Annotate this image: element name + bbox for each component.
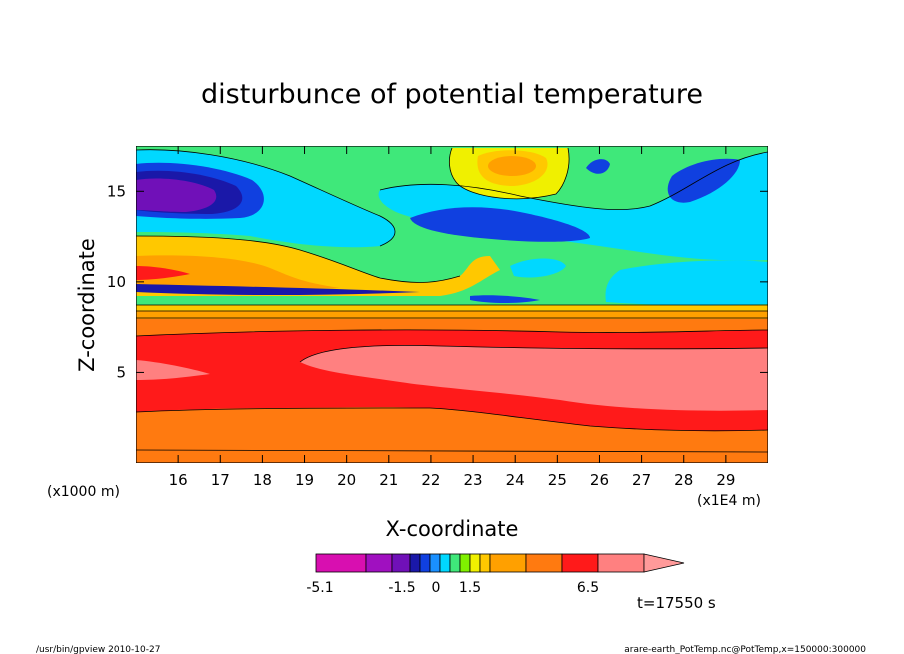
field-orange-band-left [136,255,340,292]
field-cool-mid-right [510,258,566,278]
colorbar-swatch [429,553,441,573]
field-blue-upper-mid [410,207,590,242]
y-unit-label: (x1000 m) [47,484,120,500]
colorbar-swatch [419,553,431,573]
colorbar-swatch [597,553,645,573]
x-tick-label: 28 [674,471,693,489]
field-red-band-left [136,266,190,280]
colorbar-swatch [525,553,563,573]
x-tick-label: 29 [716,471,735,489]
x-tick-label: 17 [211,471,230,489]
contour-lines [136,147,768,453]
y-tick-label: 10 [107,273,126,291]
x-tick-label: 22 [421,471,440,489]
x-tick-label: 21 [379,471,398,489]
field-band-yellow [136,305,768,313]
field-warm-max [136,345,768,411]
x-tick-label: 19 [295,471,314,489]
chart-title: disturbunce of potential temperature [201,79,703,110]
field-upper-warm-blob-core [488,156,536,176]
colorbar-swatch [479,553,491,573]
colorbar-swatch [449,553,461,573]
x-tick-label: 27 [632,471,651,489]
colorbar-swatch [315,553,367,573]
y-axis-ticks: 5 10 15 [107,182,768,381]
x-tick-label: 25 [548,471,567,489]
colorbar-swatch [365,553,393,573]
x-unit-label: (x1E4 m) [697,493,761,509]
colorbar-tick-label: -1.5 [388,580,415,596]
field-thin-blue-band [470,295,540,303]
x-tick-label: 26 [590,471,609,489]
colorbar-swatch [391,553,411,573]
colorbar-tick-label: 6.5 [577,580,599,596]
x-tick-label: 16 [169,471,188,489]
field-cold-core [136,178,217,212]
footer-left: /usr/bin/gpview 2010-10-27 [36,645,160,654]
colorbar-swatch [489,553,527,573]
colorbar-swatch [439,553,451,573]
x-axis-label: X-coordinate [386,517,519,541]
colorbar-swatch [409,553,421,573]
field-blue-upper-right [667,158,740,203]
colorbar-tick-label: 1.5 [459,580,481,596]
colorbar-swatch [561,553,599,573]
field-blue-small [586,159,610,174]
colorbar-extend-arrow [643,553,685,573]
colorbar-tick-label: -5.1 [306,580,333,596]
colorbar-swatch [469,553,481,573]
y-tick-label: 5 [116,363,126,381]
colorbar: -5.1 -1.5 0 1.5 6.5 [306,553,685,596]
colorbar-swatch [459,553,471,573]
field-thin-dark-band [136,284,420,295]
x-tick-label: 18 [253,471,272,489]
field-cool-upper-mid [378,152,768,261]
field-cool-right [605,260,768,306]
x-tick-label: 24 [506,471,525,489]
contour-field [136,146,768,463]
x-tick-label: 23 [464,471,483,489]
x-axis-ticks: 16 17 18 19 20 21 22 23 24 25 26 27 28 29 [169,146,735,489]
y-tick-label: 15 [107,182,126,200]
x-tick-label: 20 [337,471,356,489]
y-axis-label: Z-coordinate [75,238,99,372]
field-band-orange2 [136,311,768,319]
footer-right: arare-earth_PotTemp.nc@PotTemp,x=150000:… [624,645,866,654]
time-annotation: t=17550 s [637,594,716,612]
colorbar-tick-label: 0 [432,580,441,596]
